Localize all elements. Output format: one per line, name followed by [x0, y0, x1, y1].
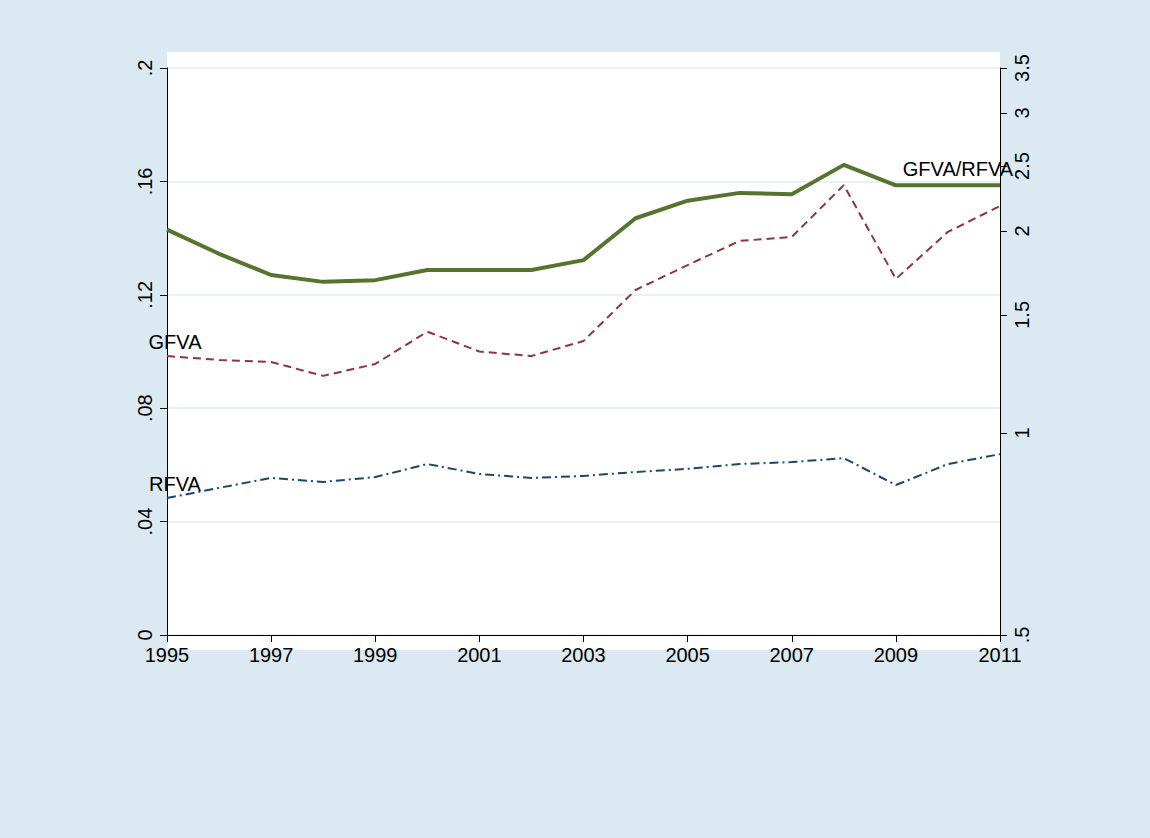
- svg-text:0: 0: [134, 629, 156, 640]
- svg-text:2011: 2011: [978, 644, 1021, 666]
- svg-text:.04: .04: [134, 508, 156, 536]
- svg-text:2005: 2005: [665, 644, 710, 666]
- svg-text:.08: .08: [134, 394, 156, 422]
- svg-text:2009: 2009: [874, 644, 919, 666]
- svg-text:3.5: 3.5: [1011, 54, 1033, 82]
- svg-text:.2: .2: [134, 60, 156, 77]
- svg-text:.5: .5: [1011, 627, 1033, 644]
- svg-text:1995: 1995: [145, 644, 190, 666]
- svg-text:1.5: 1.5: [1011, 301, 1033, 329]
- svg-text:2: 2: [1011, 225, 1033, 236]
- svg-text:1999: 1999: [353, 644, 398, 666]
- svg-text:GFVA: GFVA: [149, 331, 203, 353]
- svg-text:GFVA/RFVA: GFVA/RFVA: [903, 158, 1014, 180]
- svg-text:RFVA: RFVA: [149, 473, 202, 495]
- svg-text:.12: .12: [134, 281, 156, 309]
- svg-text:1: 1: [1011, 427, 1033, 438]
- svg-text:1997: 1997: [249, 644, 294, 666]
- svg-text:3: 3: [1011, 107, 1033, 118]
- svg-text:2007: 2007: [770, 644, 815, 666]
- svg-text:.16: .16: [134, 167, 156, 195]
- svg-text:2001: 2001: [457, 644, 502, 666]
- svg-text:2.5: 2.5: [1011, 152, 1033, 180]
- svg-text:2003: 2003: [561, 644, 606, 666]
